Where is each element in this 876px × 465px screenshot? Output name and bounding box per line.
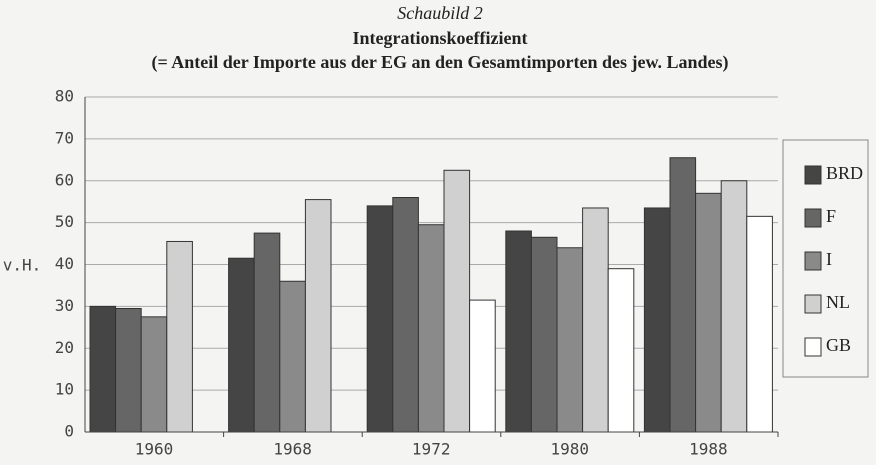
y-tick-label: 0 bbox=[64, 422, 74, 441]
legend-label: F bbox=[826, 206, 836, 226]
x-tick-label: 1968 bbox=[273, 440, 312, 459]
legend-swatch bbox=[804, 251, 822, 271]
y-tick-label: 40 bbox=[55, 254, 74, 273]
bar bbox=[304, 199, 332, 433]
y-tick-label: 50 bbox=[55, 212, 74, 231]
y-tick-label: 20 bbox=[55, 338, 74, 357]
y-tick-label: 80 bbox=[55, 87, 74, 106]
bar bbox=[746, 215, 773, 433]
bar bbox=[530, 236, 558, 433]
bar bbox=[89, 305, 117, 433]
bar bbox=[556, 247, 584, 433]
legend-box bbox=[782, 139, 869, 378]
chart-subtitle: Integrationskoeffizient bbox=[353, 28, 528, 48]
bar bbox=[582, 207, 609, 433]
y-tick-label: 30 bbox=[55, 296, 74, 315]
bar bbox=[443, 169, 471, 433]
bar bbox=[166, 240, 193, 433]
chart-subtitle: (= Anteil der Importe aus der EG an den … bbox=[151, 52, 728, 73]
bar bbox=[140, 316, 168, 433]
bar bbox=[279, 280, 306, 433]
x-tick-label: 1972 bbox=[412, 440, 451, 459]
bar bbox=[115, 307, 142, 433]
legend-label: GB bbox=[826, 335, 851, 355]
bar bbox=[643, 207, 671, 433]
x-tick-label: 1980 bbox=[551, 440, 590, 459]
y-tick-label: 10 bbox=[55, 380, 74, 399]
y-axis-label: v.H. bbox=[3, 256, 42, 275]
legend-label: BRD bbox=[826, 163, 863, 183]
legend-swatch bbox=[804, 165, 822, 185]
bar bbox=[228, 257, 255, 433]
bar bbox=[417, 224, 445, 433]
bar bbox=[392, 197, 419, 433]
bar bbox=[366, 205, 394, 433]
legend-swatch bbox=[804, 337, 822, 357]
bar bbox=[505, 230, 532, 433]
bar bbox=[253, 232, 281, 433]
bar bbox=[469, 299, 496, 433]
legend-label: I bbox=[826, 249, 832, 269]
bar bbox=[669, 157, 697, 433]
bar bbox=[695, 192, 722, 433]
x-tick-label: 1960 bbox=[135, 440, 174, 459]
legend-swatch bbox=[804, 208, 822, 228]
y-tick-label: 70 bbox=[55, 128, 74, 147]
legend-swatch bbox=[804, 294, 822, 314]
x-tick-label: 1988 bbox=[689, 440, 728, 459]
y-tick-label: 60 bbox=[55, 170, 74, 189]
bar bbox=[607, 268, 635, 433]
bar bbox=[720, 180, 748, 433]
legend-label: NL bbox=[826, 292, 850, 312]
chart-title: Schaubild 2 bbox=[397, 3, 483, 23]
